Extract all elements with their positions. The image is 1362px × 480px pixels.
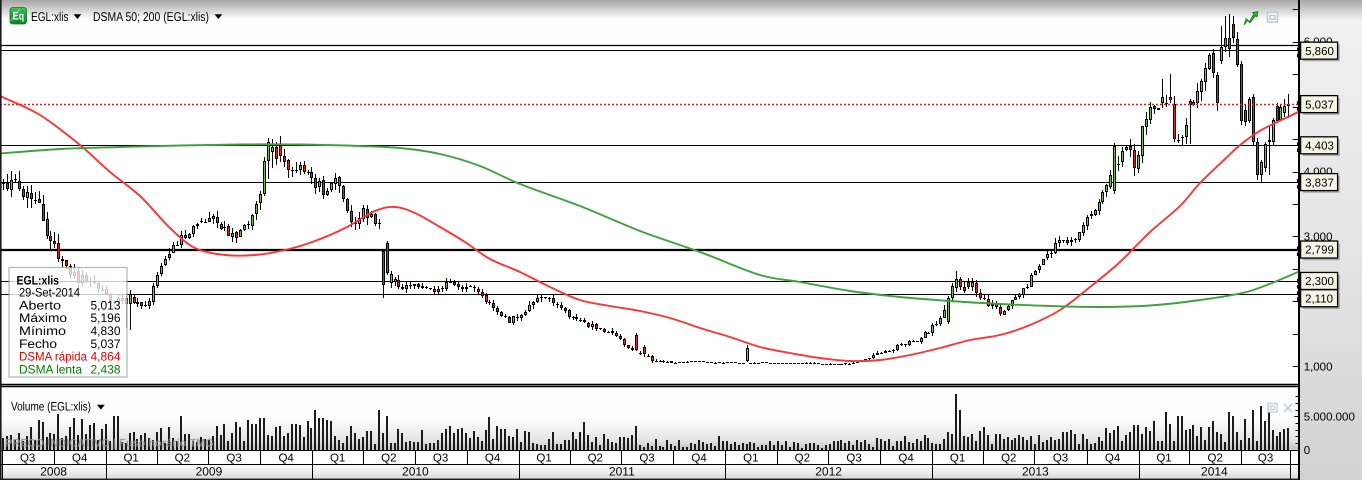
svg-text:Q2: Q2 — [381, 453, 396, 465]
svg-text:29-Set-2014: 29-Set-2014 — [19, 286, 80, 300]
svg-text:Q2: Q2 — [1208, 453, 1223, 465]
svg-text:DSMA 50; 200 (EGL:xlis): DSMA 50; 200 (EGL:xlis) — [93, 9, 209, 24]
svg-text:4,864: 4,864 — [91, 350, 121, 364]
svg-text:2012: 2012 — [815, 465, 842, 479]
svg-text:2,110: 2,110 — [1305, 293, 1333, 305]
svg-text:2008: 2008 — [40, 465, 67, 479]
svg-text:4,830: 4,830 — [91, 324, 121, 338]
svg-text:Mínimo: Mínimo — [19, 324, 66, 338]
svg-text:Q1: Q1 — [123, 453, 138, 465]
svg-text:2009: 2009 — [196, 465, 223, 479]
svg-text:Q1: Q1 — [950, 453, 965, 465]
svg-text:PREÇO INDICATIVO | Fuso horá: PREÇO INDICATIVO | Fuso horário TMG — [5, 438, 214, 450]
svg-text:5,037: 5,037 — [1305, 99, 1334, 111]
svg-text:1,000: 1,000 — [1304, 361, 1333, 373]
svg-text:Q1: Q1 — [1156, 453, 1171, 465]
svg-text:Q4: Q4 — [691, 453, 707, 465]
svg-text:2013: 2013 — [1022, 465, 1049, 479]
svg-text:Q1: Q1 — [743, 453, 758, 465]
svg-text:5,196: 5,196 — [91, 311, 121, 325]
svg-text:Q2: Q2 — [1001, 453, 1016, 465]
svg-text:EGL:xlis: EGL:xlis — [31, 9, 69, 24]
svg-text:Aberto: Aberto — [19, 298, 61, 312]
svg-text:Fecho: Fecho — [19, 337, 57, 351]
svg-text:Q3: Q3 — [433, 453, 448, 465]
svg-text:Q3: Q3 — [639, 453, 654, 465]
svg-text:2,438: 2,438 — [91, 362, 121, 376]
svg-text:4,403: 4,403 — [1305, 141, 1334, 153]
svg-text:Q2: Q2 — [588, 453, 603, 465]
svg-text:2,799: 2,799 — [1305, 245, 1334, 257]
svg-text:DSMA lenta: DSMA lenta — [19, 362, 82, 376]
svg-text:2011: 2011 — [609, 465, 635, 479]
svg-text:Q3: Q3 — [226, 453, 241, 465]
svg-text:5.000.000: 5.000.000 — [1304, 411, 1355, 423]
svg-text:Q2: Q2 — [795, 453, 810, 465]
svg-text:2014: 2014 — [1201, 465, 1228, 479]
svg-text:Q3: Q3 — [1053, 453, 1068, 465]
svg-text:2010: 2010 — [402, 465, 429, 479]
svg-text:5,860: 5,860 — [1305, 46, 1334, 58]
svg-text:3,837: 3,837 — [1305, 177, 1334, 189]
svg-text:Q3: Q3 — [20, 453, 35, 465]
svg-text:Q4: Q4 — [485, 453, 501, 465]
svg-text:Eq: Eq — [13, 11, 25, 23]
svg-text:Q4: Q4 — [1105, 453, 1121, 465]
svg-text:5,037: 5,037 — [91, 337, 121, 351]
svg-text:Q3: Q3 — [1258, 453, 1273, 465]
svg-text:Q3: Q3 — [846, 453, 861, 465]
svg-text:0: 0 — [1304, 445, 1310, 457]
svg-text:Q4: Q4 — [72, 453, 88, 465]
svg-text:Q2: Q2 — [175, 453, 190, 465]
svg-text:Q4: Q4 — [278, 453, 294, 465]
svg-text:Q4: Q4 — [898, 453, 914, 465]
svg-text:Máximo: Máximo — [19, 311, 67, 325]
svg-text:Q1: Q1 — [330, 453, 345, 465]
svg-text:Q1: Q1 — [536, 453, 551, 465]
svg-text:DSMA rápida: DSMA rápida — [19, 350, 87, 364]
svg-text:EGL:xlis: EGL:xlis — [17, 274, 60, 288]
svg-text:2,300: 2,300 — [1305, 276, 1334, 288]
svg-text:5,013: 5,013 — [91, 298, 121, 312]
svg-text:Volume (EGL:xlis): Volume (EGL:xlis) — [11, 400, 91, 414]
